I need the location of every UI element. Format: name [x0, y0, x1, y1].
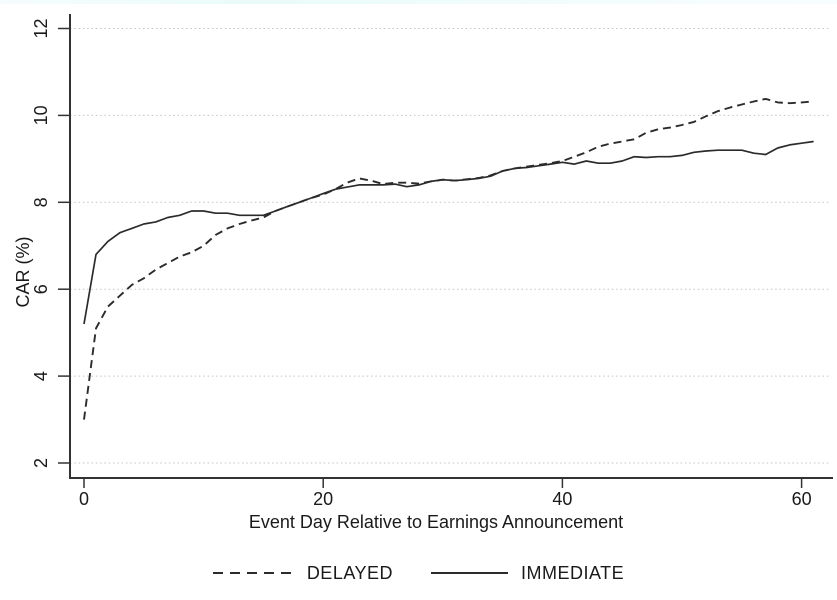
series-delayed-line — [83, 97, 814, 420]
y-tick-label: 10 — [31, 105, 51, 125]
delayed-line-sample-icon — [212, 572, 295, 574]
y-tick-label: 2 — [31, 458, 51, 468]
legend-label-delayed: DELAYED — [306, 562, 394, 583]
y-axis-title: CAR (%) — [13, 236, 33, 308]
y-tick-label: 6 — [31, 284, 51, 294]
x-axis-title: Event Day Relative to Earnings Announcem… — [248, 512, 624, 532]
immediate-line-sample-icon — [431, 572, 509, 574]
y-tick-label: 4 — [31, 371, 51, 381]
top-edge-artifact — [0, 0, 837, 4]
y-tick-label: 8 — [31, 197, 51, 207]
x-tick-label: 40 — [552, 489, 572, 509]
x-tick-label: 60 — [792, 489, 812, 509]
legend-label-immediate: IMMEDIATE — [521, 562, 625, 583]
series-immediate-line — [83, 140, 814, 325]
y-tick-label: 12 — [31, 18, 51, 38]
x-tick-label: 20 — [313, 489, 333, 509]
legend: DELAYED IMMEDIATE — [0, 561, 837, 585]
x-tick-label: 0 — [79, 489, 89, 509]
